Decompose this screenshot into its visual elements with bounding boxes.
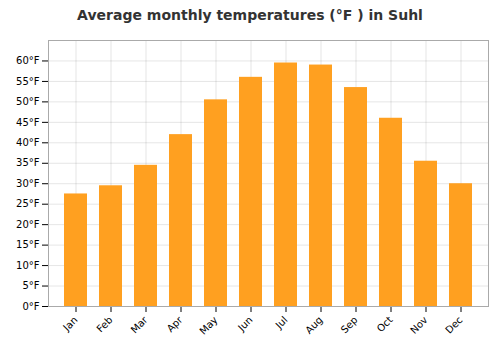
- svg-text:Jan: Jan: [60, 314, 79, 333]
- svg-text:Oct: Oct: [375, 314, 395, 334]
- svg-text:55°F: 55°F: [16, 76, 40, 87]
- svg-text:20°F: 20°F: [16, 219, 40, 230]
- svg-text:Jul: Jul: [273, 314, 290, 331]
- svg-text:Dec: Dec: [443, 314, 464, 335]
- svg-text:10°F: 10°F: [16, 260, 40, 271]
- svg-text:Jun: Jun: [235, 314, 255, 334]
- svg-text:25°F: 25°F: [16, 198, 40, 209]
- svg-text:5°F: 5°F: [22, 280, 39, 291]
- svg-text:50°F: 50°F: [16, 96, 40, 107]
- svg-text:Apr: Apr: [165, 314, 186, 335]
- svg-text:Mar: Mar: [129, 314, 151, 336]
- svg-text:Sep: Sep: [339, 314, 360, 335]
- svg-text:40°F: 40°F: [16, 137, 40, 148]
- html-text:Average monthly temperatures (: Average monthly temperatures (°F ) in Su…: [77, 7, 423, 23]
- svg-text:Feb: Feb: [94, 314, 114, 334]
- svg-text:0°F: 0°F: [22, 301, 39, 312]
- svg-text:30°F: 30°F: [16, 178, 40, 189]
- svg-text:60°F: 60°F: [16, 55, 40, 66]
- svg-text:Nov: Nov: [408, 314, 430, 336]
- svg-text:Aug: Aug: [303, 314, 325, 336]
- svg-text:45°F: 45°F: [16, 117, 40, 128]
- svg-text:15°F: 15°F: [16, 239, 40, 250]
- svg-text:35°F: 35°F: [16, 157, 40, 168]
- svg-text:May: May: [197, 314, 219, 336]
